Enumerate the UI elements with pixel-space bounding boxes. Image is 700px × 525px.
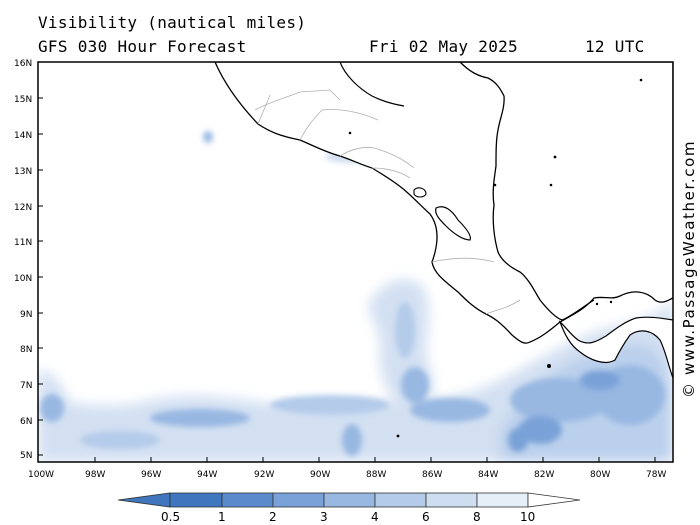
coastline-layer [214,62,673,438]
visibility-cell [508,428,528,452]
lon-label: 88W [366,470,386,480]
visibility-cell [401,367,429,403]
credit-text: © www.PassageWeather.com [680,139,698,398]
lat-label: 11N [14,238,32,248]
visibility-cell [395,302,415,358]
chart-title: Visibility (nautical miles) [38,13,307,32]
colorbar-segment [169,492,223,508]
country-borders [254,89,521,315]
lon-label: 94W [197,470,217,480]
colorbar-right-arrow [527,492,581,508]
visibility-cell [580,370,620,390]
lat-label: 6N [20,417,32,427]
lon-ticks [94,457,656,462]
lon-label: 84W [478,470,498,480]
lat-label: 15N [14,95,32,105]
mexico-central-america-coast [214,62,673,344]
nicaragua-lake-outline [435,206,471,241]
visibility-cell [518,416,562,444]
longitude-axis: 100W 98W 96W 94W 92W 90W 88W 86W 84W 82W… [28,457,666,480]
islands [348,78,643,438]
colorbar-label: 4 [371,510,379,524]
visibility-cell [203,131,213,143]
colorbar-segment [425,492,478,508]
colorbar-label: 6 [422,510,430,524]
lat-label: 8N [20,345,32,355]
lon-label: 82W [534,470,554,480]
visibility-cell [510,378,610,422]
colorbar-label: 0.5 [161,510,180,524]
colorbar-label: 8 [473,510,481,524]
yucatan-outline [339,62,405,107]
lon-label: 80W [590,470,610,480]
lon-label: 78W [646,470,666,480]
forecast-label: GFS 030 Hour Forecast [38,37,247,56]
visibility-cell [270,395,390,415]
lon-label: 92W [254,470,274,480]
colorbar-label: 2 [269,510,277,524]
lake-managua-outline [413,187,427,198]
latitude-axis: 16N 15N 14N 13N 12N 11N 10N 9N 8N 7N 6N … [14,59,43,461]
lat-label: 5N [20,451,32,461]
colorbar-segment [323,492,376,508]
colorbar-label: 3 [320,510,328,524]
lon-label: 100W [28,470,54,480]
lon-label: 98W [85,470,105,480]
forecast-date: Fri 02 May 2025 [369,37,518,56]
visibility-cell [150,409,250,427]
colorbar-segment [374,492,427,508]
lat-label: 9N [20,310,32,320]
lon-label: 86W [422,470,442,480]
visibility-legend: 0.5 1 2 3 4 6 8 10 [117,492,581,524]
visibility-cell [410,398,490,422]
colorbar-label: 1 [218,510,226,524]
colorbar-segment [221,492,274,508]
visibility-cell [40,394,64,422]
caribbean-coast [459,62,595,321]
visibility-cell [80,431,160,449]
lat-label: 10N [14,274,32,284]
colorbar-left-arrow [117,492,171,508]
lat-label: 7N [20,381,32,391]
map-frame [37,61,674,463]
lat-ticks [38,97,43,456]
lat-label: 14N [14,131,32,141]
colorbar-segment [272,492,325,508]
forecast-time: 12 UTC [585,37,645,56]
lat-label: 13N [14,167,32,177]
visibility-cell [342,424,362,456]
lat-label: 12N [14,203,32,213]
lon-label: 90W [310,470,330,480]
lon-label: 96W [141,470,161,480]
panama-peninsula [558,316,673,379]
colorbar-segment [476,492,529,508]
colorbar-label: 10 [520,510,535,524]
lat-label: 16N [14,59,32,69]
